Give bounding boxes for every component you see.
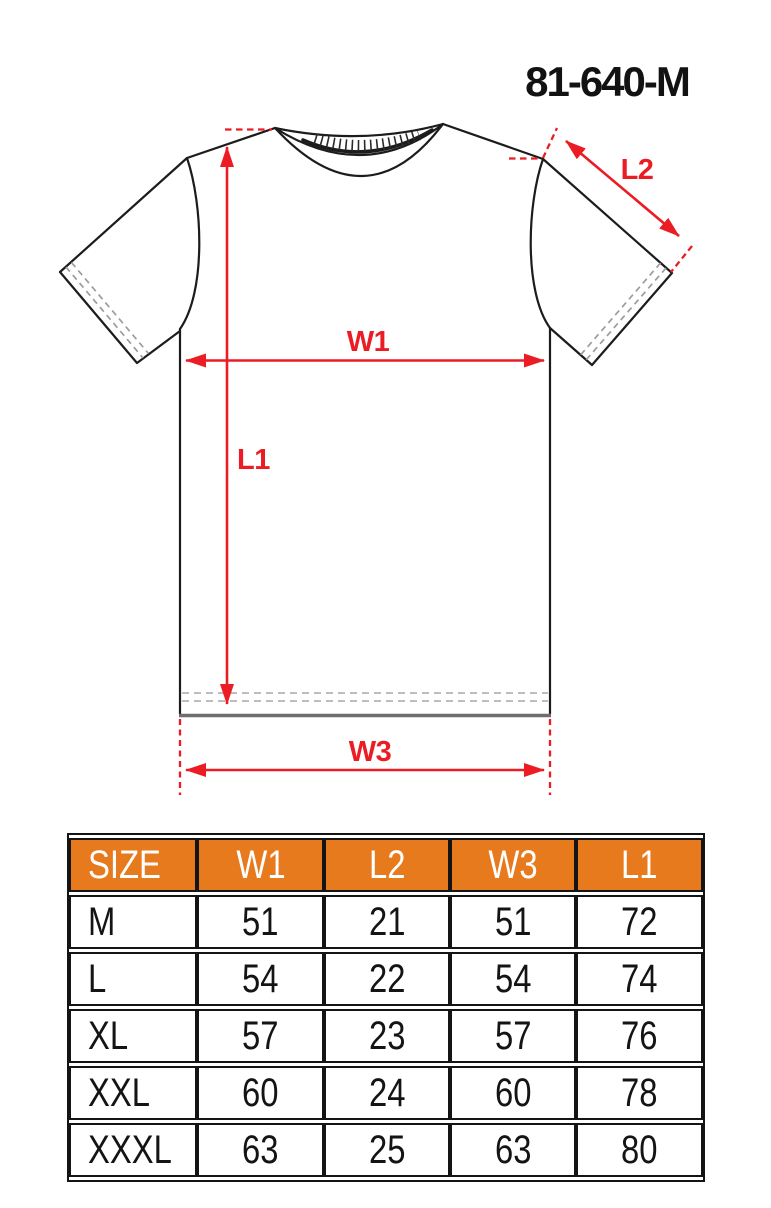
dimension-w3 [178,719,552,795]
cell-l1: 74 [576,952,703,1006]
header-label: W3 [488,843,538,887]
header-cell-size: SIZE [69,838,197,892]
size-table: SIZE W1 L2 W3 L1 M 51 21 51 72 L 54 22 5… [67,833,705,1182]
cell-value: XL [88,1014,129,1058]
header-cell-w3: W3 [450,838,576,892]
cell-value: 54 [494,957,532,1001]
cell-value: XXXL [88,1128,172,1172]
cell-value: 57 [242,1014,279,1058]
header-label: W1 [235,843,286,887]
header-label: L1 [621,843,658,887]
cell-value: 60 [242,1071,279,1115]
cell-w1: 60 [197,1066,324,1120]
cell-value: M [88,900,116,944]
cell-value: 72 [621,900,658,944]
size-row-l: L 54 22 54 74 [69,952,703,1006]
cell-value: 51 [494,900,532,944]
cell-value: 74 [621,957,658,1001]
cell-l2: 22 [324,952,450,1006]
header-cell-l2: L2 [324,838,450,892]
cell-value: 22 [368,957,406,1001]
cell-l1: 76 [576,1009,703,1063]
cell-l1: 72 [576,895,703,949]
cell-l1: 80 [576,1123,703,1177]
cell-w1: 54 [197,952,324,1006]
cell-value: 21 [368,900,406,944]
cell-value: 51 [242,900,279,944]
cell-w1: 57 [197,1009,324,1063]
cell-value: 60 [494,1071,532,1115]
header-label: L2 [368,843,406,887]
size-table-header-row: SIZE W1 L2 W3 L1 [69,838,703,892]
size-row-xxl: XXL 60 24 60 78 [69,1066,703,1120]
cell-w1: 63 [197,1123,324,1177]
cell-value: 25 [368,1128,406,1172]
header-cell-l1: L1 [576,838,703,892]
cell-size: XXL [69,1066,197,1120]
stitching-details [65,261,667,702]
cell-w3: 54 [450,952,576,1006]
cell-value: 63 [242,1128,279,1172]
cell-w1: 51 [197,895,324,949]
header-label: SIZE [88,843,161,887]
cell-value: 80 [621,1128,658,1172]
dimension-l2 [509,127,693,273]
tshirt-diagram: L1 W1 L2 W3 [58,122,693,795]
cell-w3: 63 [450,1123,576,1177]
cell-size: L [69,952,197,1006]
cell-value: 23 [368,1014,406,1058]
size-row-xxxl: XXXL 63 25 63 80 [69,1123,703,1177]
tshirt-outline [58,122,674,716]
cell-value: 57 [494,1014,532,1058]
cell-value: XXL [88,1071,150,1115]
cell-l2: 24 [324,1066,450,1120]
cell-value: 76 [621,1014,658,1058]
cell-size: XXXL [69,1123,197,1177]
cell-l2: 25 [324,1123,450,1177]
cell-value: 54 [242,957,279,1001]
cell-w3: 51 [450,895,576,949]
cell-value: 63 [494,1128,532,1172]
cell-w3: 57 [450,1009,576,1063]
cell-l2: 23 [324,1009,450,1063]
cell-value: 24 [368,1071,406,1115]
cell-l1: 78 [576,1066,703,1120]
dimension-label-w3: W3 [349,736,392,768]
dimension-label-w1: W1 [347,326,390,358]
cell-size: M [69,895,197,949]
dimension-l1 [220,128,272,705]
cell-value: 78 [621,1071,658,1115]
size-row-xl: XL 57 23 57 76 [69,1009,703,1063]
dimension-label-l2: L2 [621,154,654,186]
header-cell-w1: W1 [197,838,324,892]
product-code-title: 81-640-M [525,58,691,105]
collar-ribbing [313,129,421,151]
size-row-m: M 51 21 51 72 [69,895,703,949]
cell-size: XL [69,1009,197,1063]
cell-value: L [88,957,107,1001]
cell-l2: 21 [324,895,450,949]
cell-w3: 60 [450,1066,576,1120]
dimension-label-l1: L1 [237,444,270,476]
